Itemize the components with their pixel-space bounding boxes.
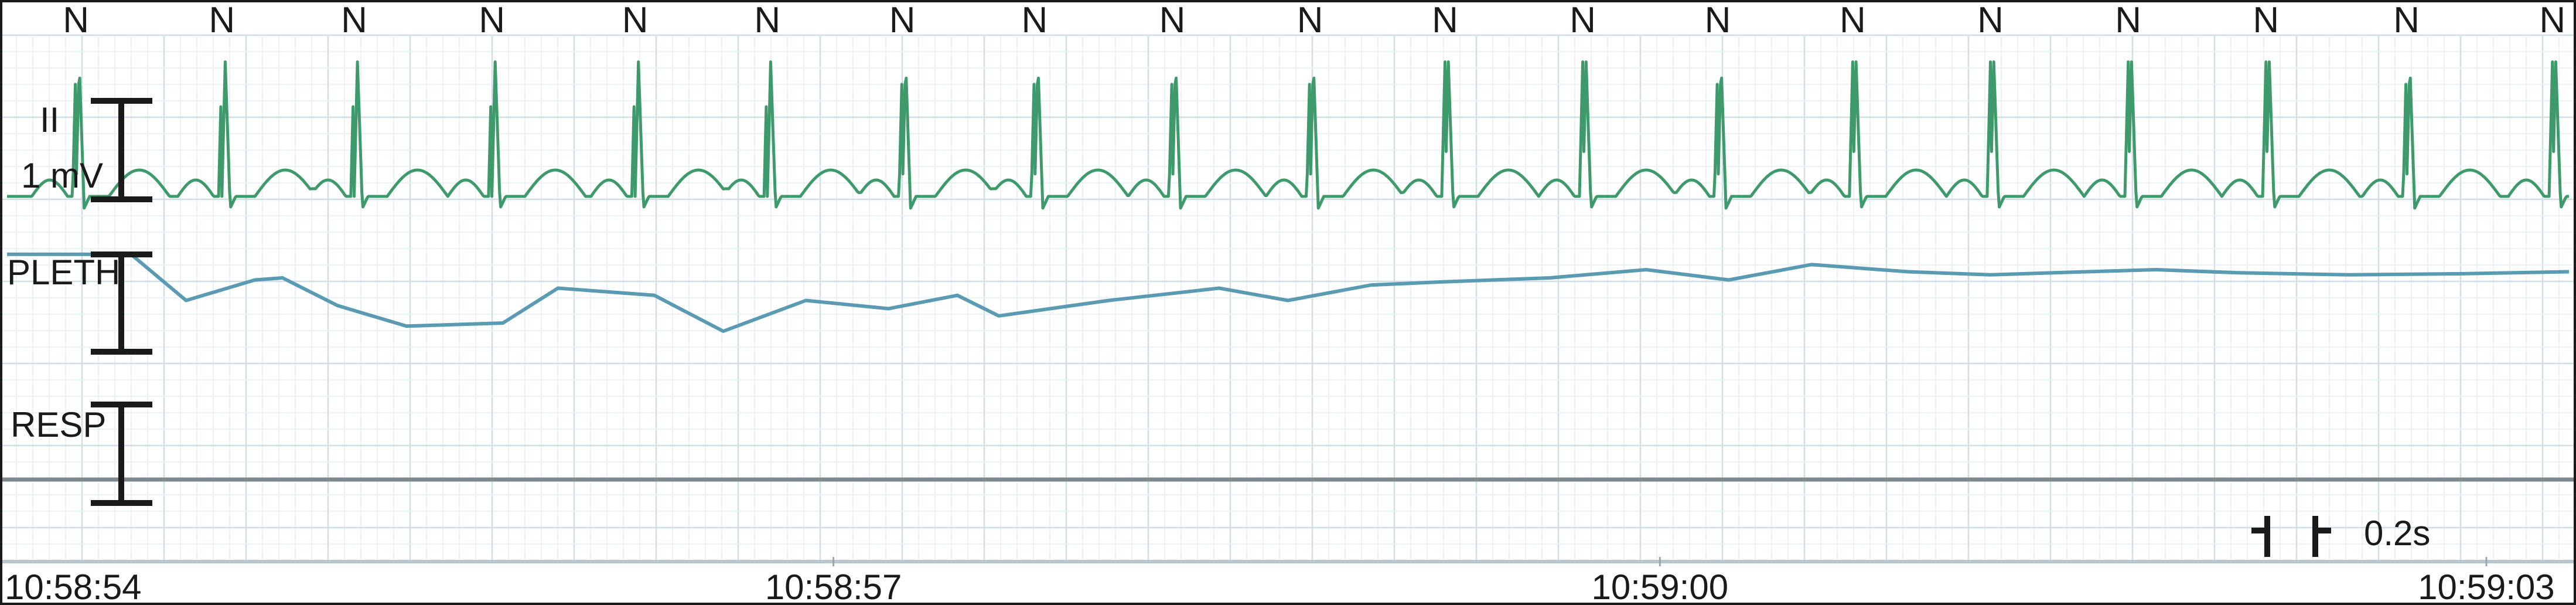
beat-annotation-17: N <box>2253 0 2279 40</box>
timestamp-label-2: 10:58:57 <box>765 567 902 605</box>
timestamp-label-1: 10:58:54 <box>5 567 142 605</box>
beat-annotation-11: N <box>1432 0 1458 40</box>
beat-annotation-2: N <box>209 0 235 40</box>
beat-annotation-8: N <box>1022 0 1048 40</box>
beat-annotation-14: N <box>1840 0 1866 40</box>
timestamp-label-4: 10:59:03 <box>2418 567 2555 605</box>
beat-annotation-13: N <box>1705 0 1731 40</box>
beat-annotation-3: N <box>341 0 367 40</box>
beat-annotation-9: N <box>1159 0 1186 40</box>
ecg-scale-label: 1 mV <box>21 156 103 195</box>
pleth-trace <box>7 252 2570 333</box>
resp-label: RESP <box>11 405 106 444</box>
beat-annotation-19: N <box>2539 0 2565 40</box>
pleth-label: PLETH <box>7 253 120 292</box>
beat-annotation-10: N <box>1297 0 1323 40</box>
beat-annotation-6: N <box>754 0 780 40</box>
time-scale-marker <box>2251 516 2331 557</box>
beat-annotation-16: N <box>2115 0 2141 40</box>
beat-annotation-7: N <box>889 0 916 40</box>
timestamp-label-3: 10:59:00 <box>1592 567 1729 605</box>
ecg-calibration-bar <box>91 98 152 202</box>
beat-annotation-12: N <box>1570 0 1596 40</box>
time-scale-label: 0.2s <box>2364 514 2430 553</box>
ecg-lead-label: II <box>40 100 59 140</box>
beat-annotation-1: N <box>63 0 89 40</box>
timestamp-axis: 10:58:54 10:58:57 10:59:00 10:59:03 <box>5 557 2555 605</box>
beat-annotation-5: N <box>622 0 649 40</box>
ecg-lead-ii-trace <box>6 60 2570 210</box>
beat-annotation-4: N <box>479 0 505 40</box>
beat-annotation-18: N <box>2393 0 2420 40</box>
resp-calibration-bar <box>91 402 152 506</box>
pleth-calibration-bar <box>91 251 152 355</box>
paper-grid <box>0 34 2576 560</box>
beat-annotation-15: N <box>1977 0 2004 40</box>
